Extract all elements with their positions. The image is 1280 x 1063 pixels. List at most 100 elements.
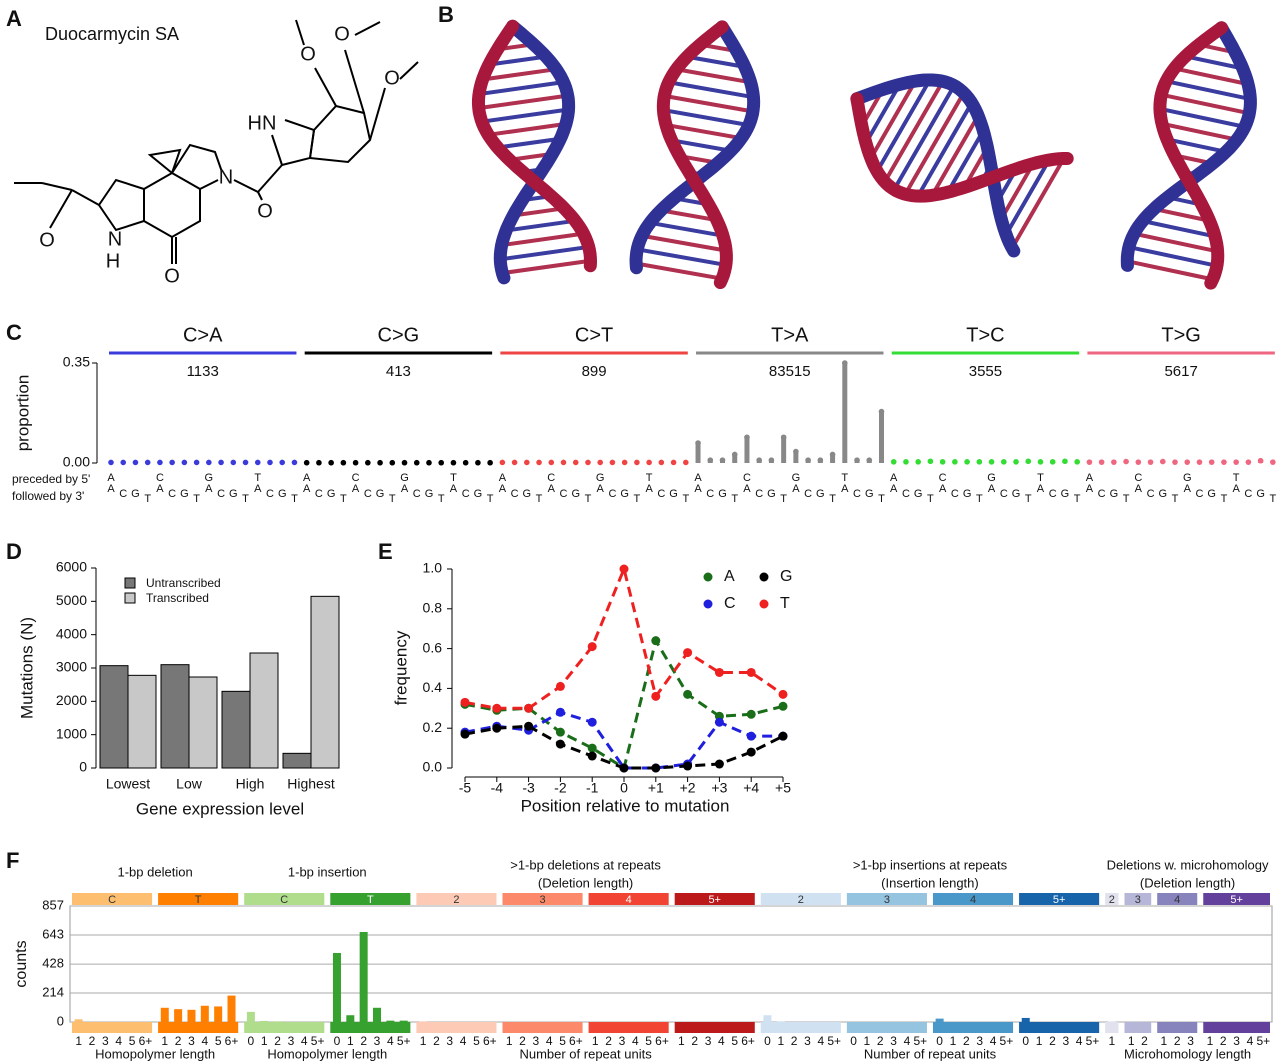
x-tick-label: 5+ bbox=[827, 1034, 841, 1048]
base-pair bbox=[501, 231, 584, 248]
base-pair bbox=[671, 138, 732, 153]
subgroup-footer bbox=[932, 1022, 1014, 1033]
context-5: G bbox=[400, 472, 409, 484]
dna-helix bbox=[471, 19, 598, 285]
structure-title: Duocarmycin SA bbox=[45, 24, 179, 44]
context-3: A bbox=[548, 483, 556, 495]
x-tick-label: 6+ bbox=[569, 1034, 583, 1048]
point bbox=[651, 691, 661, 701]
context-3: A bbox=[450, 483, 458, 495]
x-tick-label: 5+ bbox=[1256, 1034, 1270, 1048]
context-3: C bbox=[315, 488, 323, 500]
base-pair bbox=[869, 80, 918, 160]
point bbox=[1159, 458, 1166, 465]
context-3: T bbox=[1221, 493, 1228, 505]
context-3: T bbox=[780, 493, 787, 505]
base-pair bbox=[641, 233, 727, 253]
point bbox=[646, 459, 652, 466]
base-pair bbox=[930, 114, 980, 197]
x-tick-label: 2 bbox=[605, 1034, 612, 1048]
context-3: G bbox=[327, 488, 336, 500]
base-pair bbox=[1128, 245, 1218, 268]
dna-strand bbox=[629, 20, 761, 275]
x-tick-label: 3 bbox=[890, 1034, 897, 1048]
x-tick-label: High bbox=[236, 776, 265, 792]
context-3: A bbox=[499, 483, 507, 495]
context-3: G bbox=[376, 488, 385, 500]
base-pair bbox=[512, 206, 565, 218]
point bbox=[746, 667, 756, 677]
subgroup-label: 3 bbox=[884, 894, 890, 906]
bar bbox=[260, 1020, 269, 1022]
x-tick-label: 3 bbox=[804, 1034, 811, 1048]
point bbox=[206, 459, 212, 466]
point bbox=[279, 459, 286, 466]
subgroup-footer bbox=[1105, 1022, 1119, 1033]
point bbox=[242, 459, 249, 466]
bar bbox=[160, 1007, 169, 1022]
context-5: G bbox=[1183, 472, 1192, 484]
context-3: A bbox=[1232, 483, 1240, 495]
point bbox=[915, 459, 921, 465]
point bbox=[903, 459, 909, 465]
x-tick-label: 1 bbox=[678, 1034, 685, 1048]
base-pair bbox=[635, 261, 723, 281]
context-5: C bbox=[939, 472, 947, 484]
group-name: T>G bbox=[1161, 324, 1200, 346]
subgroup-footer bbox=[588, 1022, 669, 1033]
context-5: A bbox=[694, 472, 702, 484]
context-3: T bbox=[878, 493, 885, 505]
context-3: A bbox=[107, 483, 115, 495]
x-tick-label: 4 bbox=[817, 1034, 824, 1048]
point bbox=[487, 459, 493, 466]
x-tick-label: 1 bbox=[1207, 1034, 1214, 1048]
point bbox=[181, 459, 188, 466]
base-pair bbox=[1142, 219, 1216, 239]
base-pair bbox=[660, 208, 718, 223]
point bbox=[719, 457, 726, 463]
subgroup-label: 4 bbox=[1174, 894, 1180, 906]
x-tick-label: 1 bbox=[75, 1034, 82, 1048]
context-3: G bbox=[180, 488, 189, 500]
y-tick-label: 0.2 bbox=[423, 719, 443, 735]
point bbox=[555, 707, 565, 717]
y-tick-label: 214 bbox=[42, 984, 64, 999]
context-3: T bbox=[829, 493, 836, 505]
context-3: A bbox=[1184, 483, 1192, 495]
point bbox=[927, 458, 934, 465]
panel-label: C bbox=[6, 320, 22, 345]
point bbox=[303, 459, 310, 466]
bar bbox=[732, 454, 738, 463]
atom-label: O bbox=[384, 67, 400, 89]
point bbox=[952, 459, 958, 465]
group-name: C>T bbox=[575, 324, 613, 346]
base-pair bbox=[482, 67, 557, 82]
context-3: G bbox=[1110, 488, 1119, 500]
context-5: C bbox=[743, 472, 751, 484]
point bbox=[438, 459, 445, 466]
subgroup-header bbox=[72, 893, 153, 905]
point bbox=[866, 457, 873, 463]
series-line bbox=[464, 724, 784, 770]
legend-swatch bbox=[124, 577, 136, 589]
context-3: G bbox=[131, 488, 140, 500]
point bbox=[413, 459, 420, 466]
context-5: C bbox=[1134, 472, 1142, 484]
legend-marker bbox=[759, 572, 769, 582]
point bbox=[1037, 459, 1044, 465]
subgroup-label: 5+ bbox=[1053, 894, 1066, 906]
x-tick-label: 5 bbox=[215, 1034, 222, 1048]
base-pair bbox=[1173, 66, 1249, 87]
point bbox=[450, 459, 457, 466]
base-pair bbox=[1160, 92, 1250, 116]
point bbox=[1221, 459, 1227, 465]
point bbox=[585, 459, 591, 466]
point bbox=[316, 459, 322, 466]
point bbox=[1074, 459, 1080, 465]
y-tick-label: 0.0 bbox=[423, 759, 443, 775]
context-3: C bbox=[902, 488, 910, 500]
x-tick-label: 4 bbox=[632, 1034, 639, 1048]
subgroup-label: 3 bbox=[539, 894, 545, 906]
context-5: T bbox=[1233, 472, 1240, 484]
bar bbox=[200, 1005, 209, 1022]
